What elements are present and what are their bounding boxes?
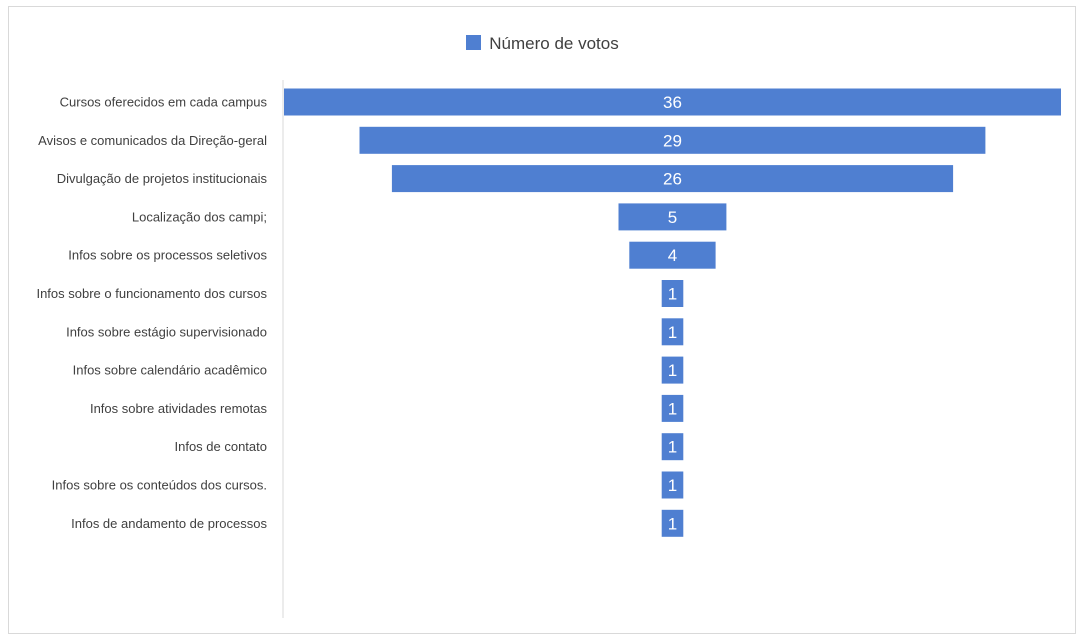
bar-9 xyxy=(661,394,684,422)
data-label: 1 xyxy=(668,323,677,342)
category-labels-group: Cursos oferecidos em cada campus Avisos e… xyxy=(36,95,267,531)
bar-2 xyxy=(359,126,986,154)
category-label: Infos sobre atividades remotas xyxy=(90,401,268,416)
category-label: Infos de andamento de processos xyxy=(71,516,267,531)
legend-label: Número de votos xyxy=(489,34,619,53)
data-label: 26 xyxy=(663,170,682,189)
category-label: Infos de contato xyxy=(174,439,267,454)
data-label: 1 xyxy=(668,361,677,380)
data-label: 36 xyxy=(663,93,682,112)
category-label: Localização dos campi; xyxy=(132,209,267,224)
data-label: 1 xyxy=(668,476,677,495)
category-label: Cursos oferecidos em cada campus xyxy=(60,95,268,110)
legend: Número de votos xyxy=(0,34,1085,54)
data-label: 1 xyxy=(668,399,677,418)
category-label: Infos sobre o funcionamento dos cursos xyxy=(36,286,267,301)
legend-swatch xyxy=(466,35,482,50)
bar-12 xyxy=(661,509,684,537)
bar-1 xyxy=(284,88,1061,116)
data-label: 1 xyxy=(668,285,677,304)
bar-8 xyxy=(661,356,684,384)
bars-group xyxy=(284,88,1061,537)
category-label: Infos sobre calendário acadêmico xyxy=(73,363,267,378)
bar-10 xyxy=(661,433,684,461)
bar-5 xyxy=(629,241,716,269)
data-label: 29 xyxy=(663,131,682,150)
category-label: Divulgação de projetos institucionais xyxy=(57,171,268,186)
data-label: 5 xyxy=(668,208,677,227)
data-label: 1 xyxy=(668,438,677,457)
category-label: Infos sobre os processos seletivos xyxy=(68,248,267,263)
value-labels-group: 36 29 26 5 4 1 1 1 1 1 1 1 xyxy=(663,93,682,533)
data-label: 1 xyxy=(668,514,677,533)
category-label: Infos sobre os conteúdos dos cursos. xyxy=(52,478,267,493)
bar-7 xyxy=(661,318,684,346)
bar-3 xyxy=(391,165,954,193)
bar-4 xyxy=(618,203,727,231)
data-label: 4 xyxy=(668,246,677,265)
category-label: Avisos e comunicados da Direção-geral xyxy=(38,133,267,148)
bar-6 xyxy=(661,280,684,307)
bar-11 xyxy=(661,471,684,499)
category-label: Infos sobre estágio supervisionado xyxy=(66,324,267,339)
